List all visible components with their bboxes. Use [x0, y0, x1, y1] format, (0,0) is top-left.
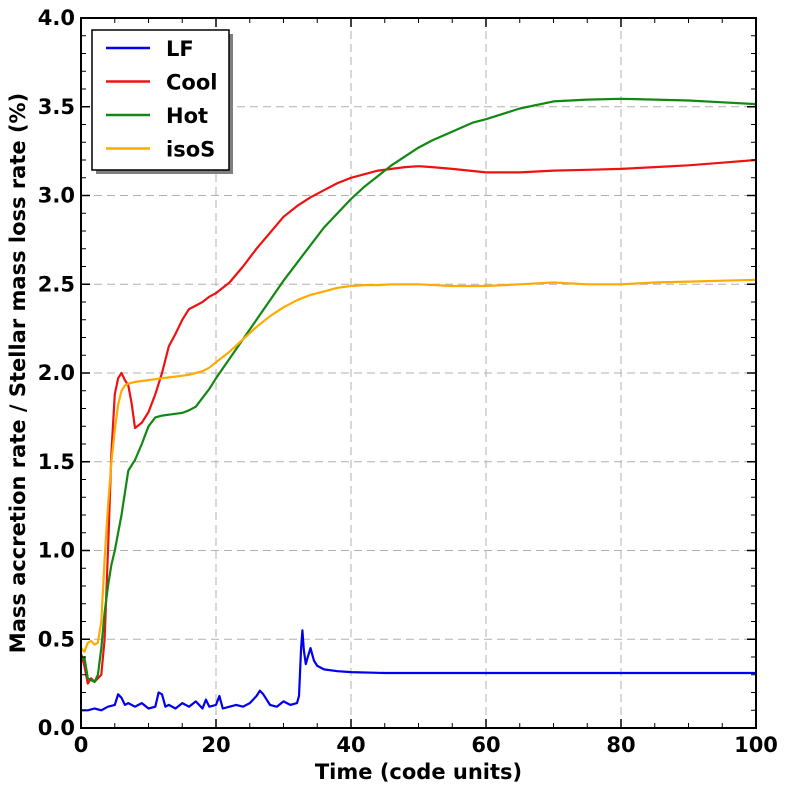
y-tick-label: 4.0	[38, 6, 75, 30]
y-tick-label: 3.5	[38, 95, 75, 119]
legend-label-isos: isoS	[166, 138, 215, 162]
x-tick-label: 100	[734, 733, 778, 757]
axis-ticks	[80, 17, 757, 729]
y-tick-label: 1.0	[38, 539, 75, 563]
x-tick-labels: 0 20 40 60 80 100	[74, 733, 778, 757]
x-tick-label: 40	[336, 733, 365, 757]
y-tick-label: 2.0	[38, 361, 75, 385]
legend: LF Cool Hot isoS	[91, 29, 233, 174]
legend-label-cool: Cool	[166, 71, 217, 95]
legend-box	[91, 29, 230, 171]
x-tick-label: 20	[201, 733, 230, 757]
y-tick-label: 1.5	[38, 450, 75, 474]
series-line-lf	[79, 629, 758, 712]
y-tick-label: 0.0	[38, 716, 75, 740]
series-line-hot	[79, 97, 758, 684]
y-axis-label: Mass accretion rate / Stellar mass loss …	[6, 93, 30, 653]
x-axis-label: Time (code units)	[315, 760, 522, 784]
y-tick-label: 0.5	[38, 627, 75, 651]
legend-label-lf: LF	[166, 37, 194, 61]
x-tick-label: 80	[606, 733, 635, 757]
series-layer	[79, 97, 758, 712]
x-tick-label: 60	[471, 733, 500, 757]
legend-label-hot: Hot	[166, 104, 208, 128]
series-line-cool	[79, 158, 758, 685]
series-line-isos	[79, 278, 758, 653]
y-tick-labels: 0.0 0.5 1.0 1.5 2.0 2.5 3.0 3.5 4.0	[38, 6, 75, 740]
x-tick-label: 0	[74, 733, 89, 757]
y-tick-label: 3.0	[38, 184, 75, 208]
y-tick-label: 2.5	[38, 272, 75, 296]
